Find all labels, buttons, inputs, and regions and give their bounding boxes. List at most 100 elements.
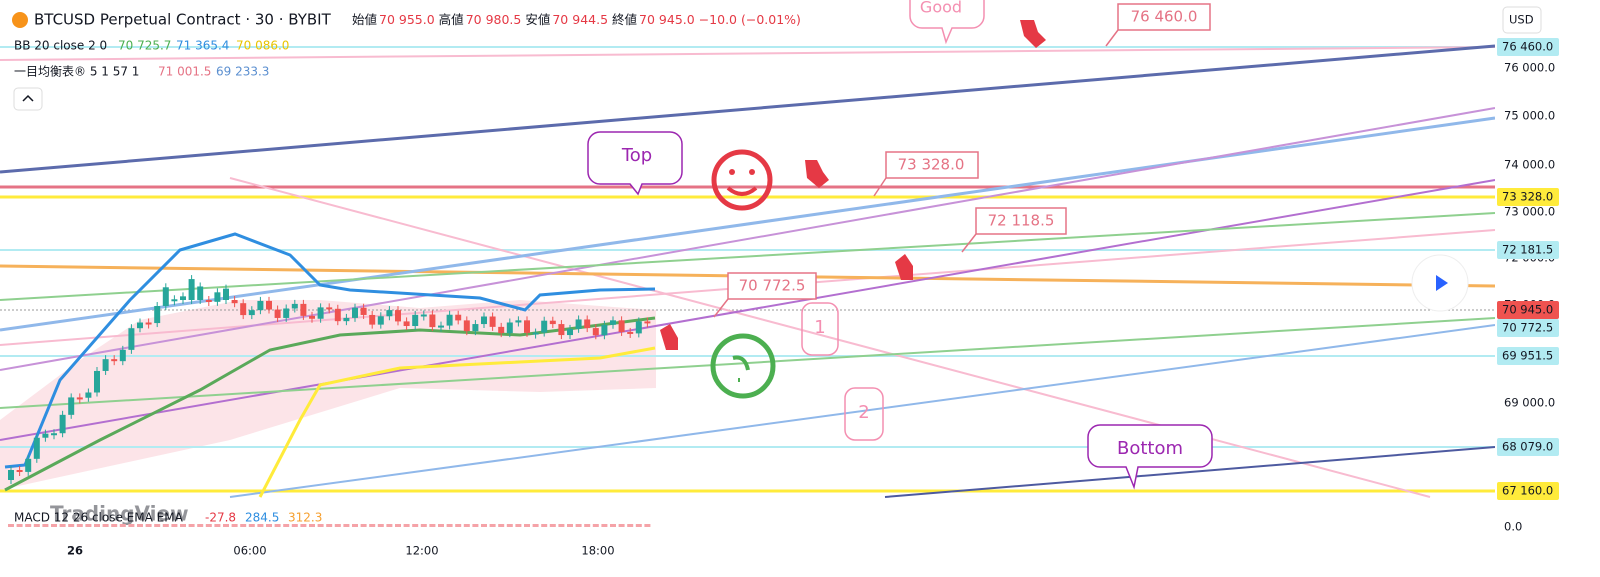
candle [248, 310, 255, 316]
macd-bar [180, 524, 186, 527]
price-badge-label: 68 079.0 [1502, 440, 1553, 454]
ohlc-value: 70 944.5 [552, 12, 608, 27]
ichimoku-value: 71 001.5 [158, 65, 211, 79]
price-badge [1497, 241, 1559, 259]
currency[interactable]: USD [1509, 13, 1534, 27]
candle [231, 300, 238, 304]
change: −10.0 (−0.01%) [699, 12, 801, 27]
candle [94, 370, 100, 393]
macd-bar [231, 524, 238, 527]
macd-bar [558, 524, 565, 527]
candle [283, 308, 290, 318]
macd-bar [489, 524, 496, 527]
macd-bar [214, 524, 221, 527]
macd-bar [317, 524, 324, 527]
price-note: 76 460.0 [1131, 8, 1198, 26]
macd-bar [592, 524, 599, 527]
candle [463, 320, 470, 332]
ohlc-value: 70 955.0 [379, 12, 435, 27]
candle [171, 299, 178, 302]
candle [25, 458, 32, 472]
candle [549, 320, 556, 325]
price-badge [1497, 188, 1559, 206]
candle [592, 328, 599, 336]
header: BTCUSD Perpetual Contract · 30 · BYBIT 始… [12, 11, 801, 29]
macd-bar [601, 524, 608, 527]
candle [33, 437, 40, 459]
time-tick-label: 12:00 [405, 544, 438, 558]
bb-value: 70 725.7 [118, 39, 171, 53]
candle [395, 310, 401, 322]
candle [644, 321, 651, 324]
macd-bar [188, 524, 195, 527]
bubble-text: Good [920, 0, 962, 17]
candle [369, 314, 376, 325]
price-badge-label: 70 772.5 [1502, 321, 1553, 335]
macd-bar [360, 524, 367, 527]
ichimoku-value: 69 233.3 [216, 65, 269, 79]
macd-bar [162, 524, 169, 527]
candle [8, 470, 14, 480]
legend: BB 20 close 2 0 70 725.7 71 365.4 70 086… [13, 39, 322, 526]
candle [558, 324, 565, 336]
candle [352, 307, 358, 318]
macd-bar [257, 524, 264, 527]
candle [180, 296, 186, 300]
candle [154, 306, 161, 324]
candle [214, 292, 221, 302]
candle [481, 316, 487, 325]
macd-bar [300, 524, 307, 527]
bb-name: BB 20 close 2 0 [14, 39, 107, 53]
bubble-text: Top [621, 145, 652, 166]
macd-bar [455, 524, 462, 527]
candle [162, 287, 169, 307]
ohlc-label: 高値 [439, 12, 464, 27]
ohlc: 始値 70 955.0 高値 70 980.5 安値 70 944.5 終値 70 94… [352, 12, 801, 27]
candle [240, 303, 247, 316]
macd-bar [68, 524, 75, 527]
macd-bar [532, 524, 539, 527]
macd-bar [412, 524, 419, 527]
candle [618, 320, 625, 332]
ohlc-label: 始値 [352, 12, 377, 27]
collapse-button[interactable] [13, 87, 43, 111]
macd-bar [145, 524, 152, 527]
candle [309, 315, 315, 319]
macd-bar [395, 524, 401, 527]
macd-bar [584, 524, 591, 527]
macd-bar [352, 524, 358, 527]
macd-bar [386, 524, 393, 527]
price-badge-label: 73 328.0 [1502, 190, 1553, 204]
bb-value: 70 086.0 [236, 39, 289, 53]
candle [575, 319, 582, 329]
candle [128, 328, 135, 350]
candle [377, 316, 384, 325]
candle [300, 303, 307, 316]
candle [59, 414, 66, 434]
candle [472, 324, 479, 332]
macd-bar [369, 524, 376, 527]
macd-bar [326, 524, 333, 527]
candle [412, 314, 419, 327]
macd-bar [111, 524, 118, 527]
candle [42, 433, 49, 438]
macd-bar [644, 524, 651, 527]
macd-bar [481, 524, 487, 527]
macd-bar [197, 524, 204, 527]
macd-bar [618, 524, 625, 527]
time-tick-label: 18:00 [581, 544, 614, 558]
price-badge [1497, 319, 1559, 337]
macd-bar [446, 524, 453, 527]
bubble-text: Bottom [1117, 438, 1183, 459]
candle [188, 279, 195, 300]
price-axis: USD [1495, 0, 1600, 577]
macd-bar [610, 524, 616, 527]
macd-bar [438, 524, 444, 527]
macd-bar [274, 524, 281, 527]
macd-bar [42, 524, 49, 527]
candle [317, 307, 324, 319]
macd-bar [25, 524, 32, 527]
candle [51, 433, 57, 436]
candle [111, 359, 118, 362]
macd-bar [377, 524, 384, 527]
